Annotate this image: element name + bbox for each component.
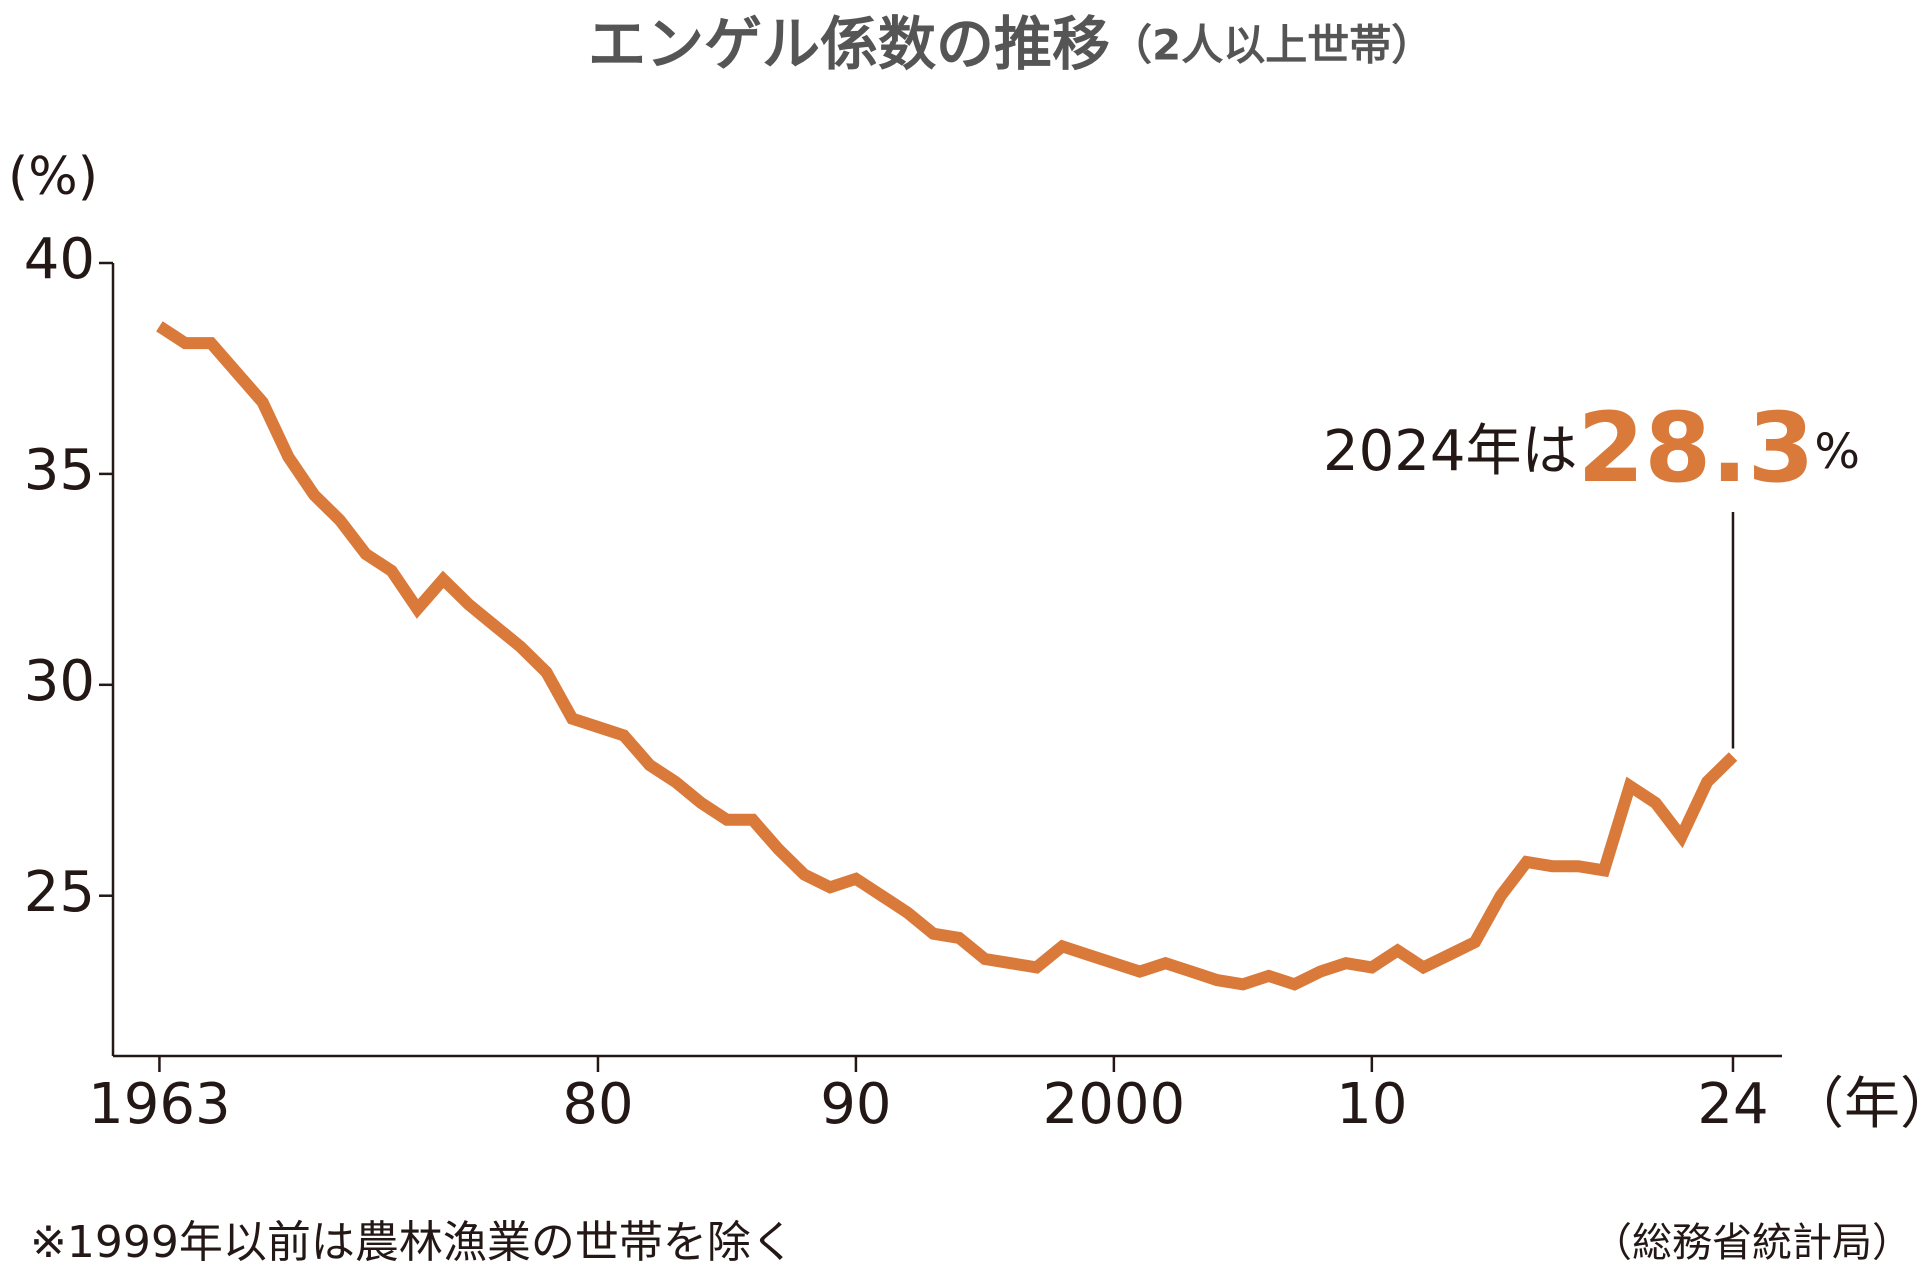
x-tick-label: 90 — [820, 1072, 891, 1137]
annotation-value: 28.3 — [1578, 392, 1815, 504]
y-tick-label: 30 — [24, 649, 95, 714]
annotation-unit: % — [1814, 424, 1860, 480]
annotation-text: 2024年は — [1323, 419, 1578, 484]
x-tick-label: 24 — [1697, 1072, 1768, 1137]
x-tick-label: 10 — [1336, 1072, 1407, 1137]
x-tick-label: 2000 — [1043, 1072, 1186, 1137]
annotation: 2024年は28.3% — [1323, 392, 1860, 504]
x-tick-label: 1963 — [88, 1072, 231, 1137]
x-axis-label: （年） — [1788, 1072, 1920, 1137]
y-tick-label: 25 — [24, 860, 95, 925]
source: （総務省統計局） — [1592, 1220, 1912, 1266]
chart-subtitle: （2人以上世帯） — [1110, 21, 1433, 70]
data-line — [156, 321, 1738, 991]
y-axis-label: (%) — [8, 147, 98, 207]
y-tick-label: 35 — [24, 438, 95, 503]
y-tick-label: 40 — [24, 227, 95, 292]
note: ※1999年以前は農林漁業の世帯を除く — [30, 1217, 795, 1268]
chart-title: エンゲル係数の推移 — [588, 10, 1110, 78]
x-tick-label: 80 — [562, 1072, 633, 1137]
